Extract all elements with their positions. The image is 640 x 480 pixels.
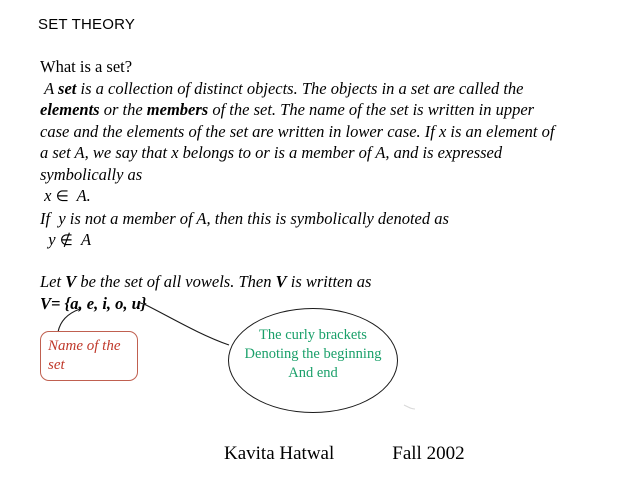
footer-term: Fall 2002 — [392, 443, 465, 464]
body-line-2: elements or the members of the set. The … — [40, 100, 535, 119]
body-line-7: If y is not a member of A, then this is … — [40, 208, 449, 228]
callout-brackets-line-1: The curly brackets — [259, 327, 367, 343]
body-line-vowels: Let V be the set of all vowels. Then V i… — [40, 271, 372, 291]
term-elements: elements — [40, 100, 100, 119]
body-line-non-membership: y ∉ A — [40, 230, 92, 249]
term-set: set — [58, 78, 77, 98]
body-line-3: case and the elements of the set are wri… — [40, 121, 555, 141]
page-title: SET THEORY — [38, 16, 136, 33]
body-line-1: A set is a collection of distinct object… — [40, 78, 524, 98]
term-members: members — [146, 100, 209, 119]
body-text: What is a set? A set is a collection of … — [40, 56, 616, 292]
callout-name-of-set: Name of the set — [40, 331, 138, 381]
callout-brackets-line-2: Denoting the beginning — [244, 346, 382, 362]
footer-author: Kavita Hatwal — [224, 443, 335, 464]
callout-brackets-line-3: And end — [288, 365, 338, 381]
slide-footer: Kavita Hatwal Fall 2002 — [224, 443, 465, 465]
not-element-of-icon: ∉ — [59, 231, 73, 249]
callout-name-of-set-line-2: set — [48, 357, 65, 373]
body-line-question: What is a set? — [40, 57, 133, 76]
set-name-v: V — [65, 271, 77, 291]
callout-name-of-set-line-1: Name of the — [48, 338, 121, 354]
body-line-5: symbolically as — [40, 164, 143, 184]
body-line-4: a set A, we say that x belongs to or is … — [40, 143, 503, 162]
line-spacer — [40, 252, 616, 271]
callout-curly-brackets: The curly brackets Denoting the beginnin… — [228, 308, 398, 413]
set-name-v-2: V — [275, 271, 287, 291]
element-of-icon: ∈ — [55, 187, 69, 205]
body-line-membership: x ∈ A. — [40, 186, 91, 205]
v-set-definition: V= {a, e, i, o, u} — [40, 294, 147, 313]
